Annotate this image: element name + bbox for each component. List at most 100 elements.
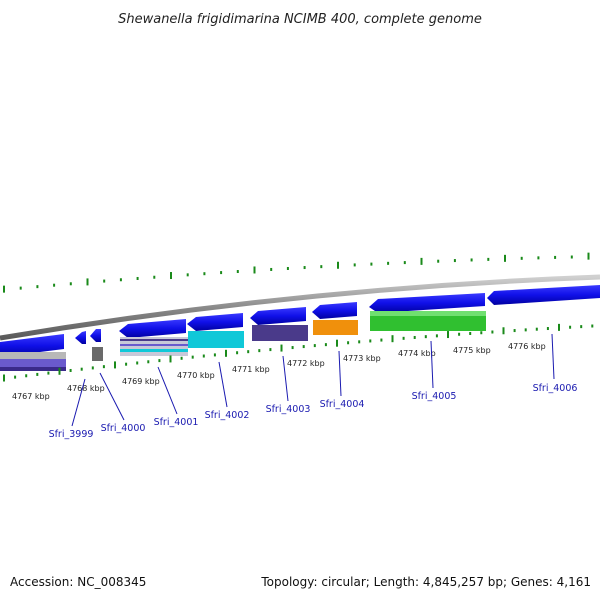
gene-label-sfri-4006[interactable]: Sfri_4006 — [533, 383, 578, 394]
major-tick — [337, 261, 339, 269]
minor-tick — [487, 257, 490, 261]
minor-tick — [47, 371, 50, 375]
major-tick — [280, 344, 283, 352]
major-tick — [504, 254, 506, 262]
major-tick — [3, 285, 5, 293]
major-tick — [447, 331, 449, 339]
kbp-label: 4769 kbp — [122, 377, 160, 386]
minor-tick — [19, 286, 22, 290]
major-tick — [58, 367, 61, 375]
minor-tick — [402, 336, 405, 340]
leader-line — [338, 350, 342, 397]
major-tick — [86, 278, 89, 286]
minor-tick — [591, 324, 594, 328]
feature-block-purple-1b — [0, 367, 66, 371]
gene-arrow-fwd-4 — [119, 319, 186, 338]
minor-tick — [424, 335, 427, 339]
gene-label-sfri-4005[interactable]: Sfri_4005 — [412, 391, 457, 402]
minor-tick — [203, 272, 206, 276]
major-tick — [558, 323, 560, 331]
leader-line — [157, 366, 178, 415]
forward-strand — [0, 285, 600, 357]
minor-tick — [53, 283, 56, 287]
minor-tick — [147, 360, 150, 364]
kbp-label: 4767 kbp — [12, 392, 50, 401]
minor-tick — [36, 372, 39, 376]
minor-tick — [291, 346, 294, 350]
minor-tick — [247, 350, 250, 354]
minor-tick — [387, 261, 390, 265]
gene-label-sfri-4002[interactable]: Sfri_4002 — [205, 410, 250, 421]
minor-tick — [403, 261, 406, 265]
major-tick — [502, 327, 505, 335]
minor-tick — [102, 365, 105, 369]
minor-tick — [103, 279, 106, 283]
minor-tick — [520, 256, 523, 260]
feature-block-purple-1 — [0, 359, 66, 367]
minor-tick — [358, 340, 361, 344]
minor-tick — [347, 341, 350, 345]
minor-tick — [458, 332, 461, 336]
feature-block-green-top — [370, 311, 486, 316]
minor-tick — [370, 262, 373, 266]
minor-tick — [69, 368, 72, 372]
accession-text: Accession: NC_008345 — [10, 575, 146, 589]
leader-line — [99, 372, 125, 421]
feature-stripe-1 — [120, 339, 188, 341]
minor-tick — [119, 278, 122, 282]
minor-tick — [136, 361, 139, 365]
gene-arrow-fwd-5 — [187, 313, 243, 331]
minor-tick — [180, 356, 183, 360]
minor-tick — [313, 344, 316, 348]
major-tick — [114, 361, 116, 369]
gene-label-sfri-4003[interactable]: Sfri_4003 — [266, 404, 311, 415]
minor-tick — [303, 266, 306, 270]
minor-tick — [220, 271, 223, 275]
gene-arrow-fwd-8 — [369, 293, 485, 313]
major-tick — [336, 339, 338, 347]
kbp-label: 4768 kbp — [67, 384, 105, 393]
minor-tick — [320, 265, 323, 269]
kbp-label: 4773 kbp — [343, 354, 381, 363]
minor-tick — [236, 270, 239, 274]
gene-arrow-fwd-1 — [0, 334, 64, 357]
minor-tick — [435, 334, 438, 338]
backbone-track — [0, 274, 600, 341]
leader-line — [430, 340, 434, 389]
leader-line — [71, 378, 86, 427]
major-tick — [587, 252, 590, 260]
minor-tick — [202, 354, 205, 358]
kbp-label: 4775 kbp — [453, 346, 491, 355]
minor-tick — [236, 351, 239, 355]
minor-tick — [570, 255, 573, 259]
gene-label-sfri-4001[interactable]: Sfri_4001 — [154, 417, 199, 428]
kbp-label: 4771 kbp — [232, 365, 270, 374]
minor-tick — [36, 285, 39, 289]
minor-tick — [480, 331, 483, 335]
gene-label-sfri-3999[interactable]: Sfri_3999 — [49, 429, 94, 440]
feature-stripe-3 — [120, 349, 188, 352]
gene-label-sfri-4004[interactable]: Sfri_4004 — [320, 399, 365, 410]
minor-tick — [80, 367, 83, 371]
minor-tick — [369, 339, 372, 343]
major-tick — [170, 272, 172, 280]
leader-line — [218, 361, 228, 408]
minor-tick — [69, 282, 72, 286]
minor-tick — [546, 327, 549, 331]
minor-tick — [513, 329, 516, 333]
feature-stripe-2 — [120, 344, 188, 346]
kbp-label: 4772 kbp — [287, 359, 325, 368]
feature-block-gray-1 — [0, 352, 66, 359]
gene-leader-lines — [71, 333, 555, 427]
minor-tick — [524, 328, 527, 332]
kbp-scale: 4767 kbp 4768 kbp 4769 kbp 4770 kbp 4771… — [12, 342, 546, 401]
minor-tick — [158, 359, 161, 363]
major-tick — [225, 349, 227, 357]
major-tick — [253, 266, 256, 274]
minor-tick — [258, 349, 261, 353]
gene-label-sfri-4000[interactable]: Sfri_4000 — [101, 423, 146, 434]
minor-tick — [14, 375, 17, 379]
minor-tick — [470, 258, 473, 262]
minor-tick — [535, 327, 538, 331]
